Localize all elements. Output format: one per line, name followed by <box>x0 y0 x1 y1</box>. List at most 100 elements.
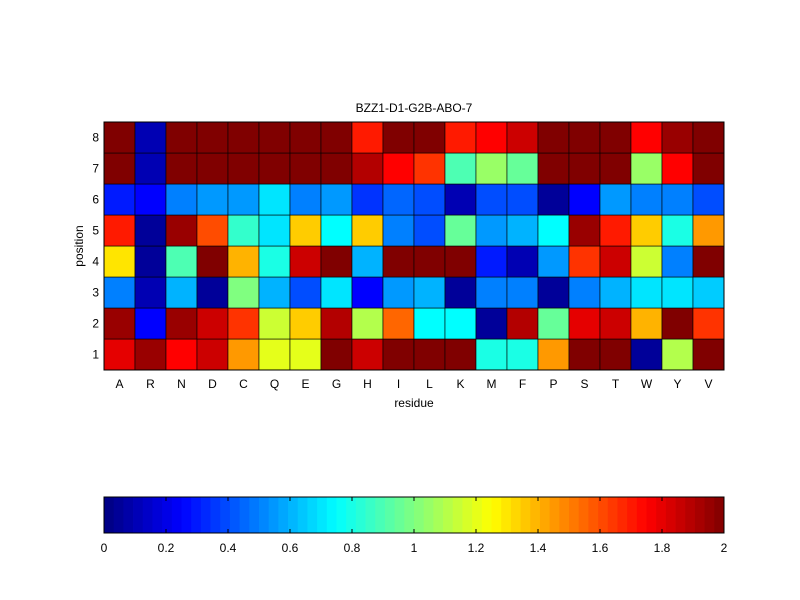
colorbar-segment <box>665 497 676 533</box>
heatmap-cell-G-1 <box>320 338 353 371</box>
heatmap-cell-L-2 <box>413 307 446 340</box>
heatmap-cell-W-1 <box>630 338 663 371</box>
y-axis-label: position <box>72 225 86 266</box>
y-tick-label: 8 <box>92 131 99 145</box>
heatmap-cell-R-4 <box>134 245 167 278</box>
heatmap-cell-K-4 <box>444 245 477 278</box>
heatmap-cell-H-2 <box>351 307 384 340</box>
heatmap-cell-W-4 <box>630 245 663 278</box>
heatmap-cell-L-1 <box>413 338 446 371</box>
heatmap-cell-Q-8 <box>258 121 291 154</box>
colorbar-segment <box>617 497 628 533</box>
heatmap-cell-C-7 <box>227 152 260 185</box>
heatmap-cell-H-3 <box>351 276 384 309</box>
colorbar-segment <box>423 497 434 533</box>
heatmap-cell-M-2 <box>475 307 508 340</box>
heatmap-cell-N-6 <box>165 183 198 216</box>
x-tick-label: C <box>239 377 248 391</box>
colorbar-segment <box>210 497 221 533</box>
colorbar <box>104 497 725 533</box>
heatmap-cell-H-6 <box>351 183 384 216</box>
heatmap-cell-D-8 <box>196 121 229 154</box>
x-tick-label: T <box>612 377 620 391</box>
colorbar-segment <box>598 497 609 533</box>
colorbar-tick-label: 1 <box>411 541 418 555</box>
x-tick-label: R <box>146 377 155 391</box>
heatmap-cell-R-8 <box>134 121 167 154</box>
colorbar-segment <box>714 497 725 533</box>
x-tick-label: M <box>487 377 497 391</box>
colorbar-segment <box>113 497 124 533</box>
y-tick-label: 6 <box>92 193 99 207</box>
heatmap-cell-C-8 <box>227 121 260 154</box>
heatmap-cell-D-2 <box>196 307 229 340</box>
heatmap-cell-Q-5 <box>258 214 291 247</box>
heatmap-cell-Q-1 <box>258 338 291 371</box>
heatmap-cell-T-5 <box>599 214 632 247</box>
heatmap-cell-G-4 <box>320 245 353 278</box>
heatmap-cell-I-1 <box>382 338 415 371</box>
heatmap-cell-K-3 <box>444 276 477 309</box>
colorbar-segment <box>636 497 647 533</box>
heatmap-cell-M-8 <box>475 121 508 154</box>
heatmap-cell-H-4 <box>351 245 384 278</box>
colorbar-segment <box>365 497 376 533</box>
heatmap-cell-W-8 <box>630 121 663 154</box>
heatmap-cell-L-8 <box>413 121 446 154</box>
heatmap-cell-G-8 <box>320 121 353 154</box>
heatmap-cell-I-8 <box>382 121 415 154</box>
heatmap-cell-Y-2 <box>661 307 694 340</box>
colorbar-segment <box>491 497 502 533</box>
colorbar-segment <box>288 497 299 533</box>
heatmap-cell-M-5 <box>475 214 508 247</box>
colorbar-segment <box>510 497 521 533</box>
colorbar-tick-label: 0 <box>101 541 108 555</box>
heatmap-cell-Y-1 <box>661 338 694 371</box>
colorbar-segment <box>559 497 570 533</box>
heatmap-cell-K-1 <box>444 338 477 371</box>
heatmap-cell-R-1 <box>134 338 167 371</box>
colorbar-segment <box>646 497 657 533</box>
heatmap-cell-G-5 <box>320 214 353 247</box>
x-tick-label: H <box>363 377 372 391</box>
y-tick-label: 4 <box>92 255 99 269</box>
x-tick-label: N <box>177 377 186 391</box>
heatmap-cell-F-2 <box>506 307 539 340</box>
colorbar-segment <box>142 497 153 533</box>
heatmap-cell-Y-4 <box>661 245 694 278</box>
plot-frame <box>103 121 725 371</box>
heatmap-cell-E-4 <box>289 245 322 278</box>
heatmap-cell-Q-7 <box>258 152 291 185</box>
colorbar-tick-label: 0.2 <box>158 541 175 555</box>
colorbar-segment <box>191 497 202 533</box>
colorbar-segment <box>694 497 706 533</box>
y-tick-label: 2 <box>92 317 99 331</box>
x-tick-label: W <box>641 377 653 391</box>
colorbar-segment <box>375 497 386 533</box>
x-tick-label: Y <box>673 377 681 391</box>
heatmap-cell-D-6 <box>196 183 229 216</box>
heatmap-cell-H-1 <box>351 338 384 371</box>
heatmap-cell-V-5 <box>692 214 725 247</box>
heatmap-cell-L-7 <box>413 152 446 185</box>
heatmap-cell-I-5 <box>382 214 415 247</box>
heatmap-cell-Y-8 <box>661 121 694 154</box>
heatmap-cell-S-8 <box>568 121 601 154</box>
colorbar-segment <box>443 497 454 533</box>
heatmap-cell-T-4 <box>599 245 632 278</box>
heatmap-cell-D-3 <box>196 276 229 309</box>
colorbar-tick-label: 1.2 <box>468 541 485 555</box>
heatmap-cell-R-6 <box>134 183 167 216</box>
heatmap-cell-L-4 <box>413 245 446 278</box>
colorbar-tick-label: 2 <box>721 541 728 555</box>
heatmap-cell-Y-6 <box>661 183 694 216</box>
colorbar-segment <box>133 497 144 533</box>
heatmap-cell-F-8 <box>506 121 539 154</box>
heatmap-cell-P-5 <box>537 214 570 247</box>
heatmap-cell-V-2 <box>692 307 725 340</box>
colorbar-segment <box>307 497 318 533</box>
chart-title: BZZ1-D1-G2B-ABO-7 <box>356 101 473 115</box>
colorbar-segment <box>685 497 696 533</box>
heatmap-cell-K-2 <box>444 307 477 340</box>
